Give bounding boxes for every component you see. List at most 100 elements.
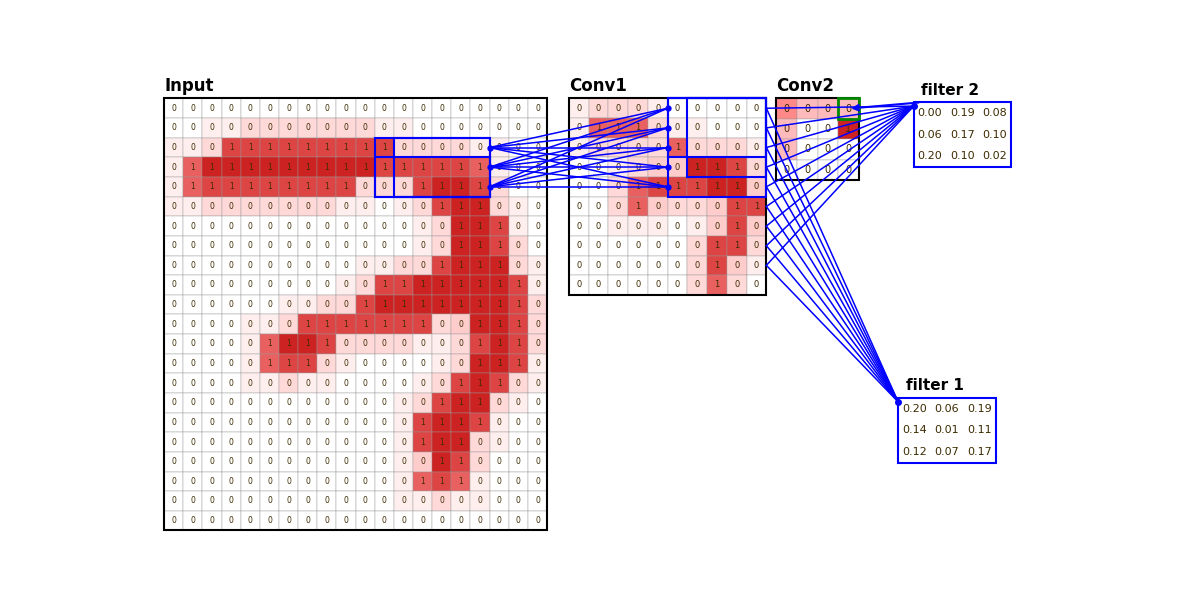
Bar xyxy=(337,177,356,197)
Text: 0: 0 xyxy=(325,418,329,427)
Bar xyxy=(260,314,279,334)
Text: 1: 1 xyxy=(401,280,406,290)
Bar xyxy=(508,472,528,491)
Bar xyxy=(648,118,667,138)
Bar xyxy=(451,177,470,197)
Bar xyxy=(260,472,279,491)
Bar xyxy=(797,139,817,160)
Bar xyxy=(688,236,707,255)
Text: 0: 0 xyxy=(172,379,177,387)
Bar xyxy=(489,275,508,295)
Text: 0: 0 xyxy=(804,145,810,154)
Text: 1: 1 xyxy=(440,182,445,191)
Bar xyxy=(508,98,528,118)
Bar xyxy=(569,197,589,216)
Bar xyxy=(221,393,240,413)
Bar xyxy=(433,393,451,413)
Bar xyxy=(413,295,433,314)
Bar xyxy=(337,472,356,491)
Bar xyxy=(375,432,394,452)
Bar xyxy=(165,98,547,530)
Text: 0: 0 xyxy=(267,261,272,270)
Bar xyxy=(451,373,470,393)
Text: 1: 1 xyxy=(440,457,445,466)
Text: 0: 0 xyxy=(209,379,214,387)
Bar xyxy=(648,157,667,177)
Text: 1: 1 xyxy=(421,280,426,290)
Bar xyxy=(667,255,688,275)
Bar xyxy=(298,452,317,472)
Bar xyxy=(413,334,433,354)
Text: 0: 0 xyxy=(636,162,641,172)
Text: 0: 0 xyxy=(439,143,445,152)
Text: 0: 0 xyxy=(267,300,272,309)
Text: 0: 0 xyxy=(325,300,329,309)
Text: 0: 0 xyxy=(248,280,252,290)
Bar xyxy=(451,255,470,275)
Bar xyxy=(337,236,356,255)
Bar xyxy=(776,98,797,119)
Bar xyxy=(240,236,260,255)
Bar xyxy=(528,373,547,393)
Bar xyxy=(337,295,356,314)
Bar xyxy=(608,236,627,255)
Text: 0: 0 xyxy=(695,104,700,113)
Bar xyxy=(528,334,547,354)
Text: 0: 0 xyxy=(401,359,406,368)
Text: 1: 1 xyxy=(344,143,349,152)
Text: 1: 1 xyxy=(228,143,233,152)
Bar xyxy=(337,452,356,472)
Text: 0: 0 xyxy=(344,437,349,446)
Bar xyxy=(317,413,337,432)
Bar xyxy=(184,138,202,157)
Text: 0: 0 xyxy=(363,241,368,250)
Bar xyxy=(202,472,221,491)
Bar xyxy=(433,157,451,177)
Text: 0: 0 xyxy=(516,202,520,211)
Text: 0: 0 xyxy=(421,496,426,506)
Text: 1: 1 xyxy=(344,182,349,191)
Bar xyxy=(260,334,279,354)
Bar xyxy=(202,511,221,530)
Bar xyxy=(317,138,337,157)
Bar xyxy=(451,216,470,236)
Bar xyxy=(667,157,688,177)
Bar xyxy=(202,236,221,255)
Text: 0: 0 xyxy=(535,280,540,290)
Text: 0: 0 xyxy=(190,379,196,387)
Text: 0: 0 xyxy=(576,241,582,250)
Bar xyxy=(608,275,627,295)
Bar xyxy=(279,177,298,197)
Text: 0: 0 xyxy=(695,124,700,132)
Bar xyxy=(394,373,413,393)
Bar xyxy=(202,197,221,216)
Bar xyxy=(202,452,221,472)
Text: 0: 0 xyxy=(576,182,582,191)
Bar xyxy=(356,452,375,472)
Text: 1: 1 xyxy=(714,162,720,172)
Bar xyxy=(648,197,667,216)
Bar xyxy=(508,413,528,432)
Text: 0: 0 xyxy=(596,202,601,211)
Bar xyxy=(260,118,279,138)
Bar xyxy=(165,255,184,275)
Text: 0: 0 xyxy=(172,162,177,172)
Bar xyxy=(202,393,221,413)
Text: 1: 1 xyxy=(382,143,387,152)
Bar xyxy=(470,511,489,530)
Text: 0: 0 xyxy=(516,437,520,446)
Text: 0: 0 xyxy=(344,202,349,211)
Bar xyxy=(413,373,433,393)
Bar xyxy=(279,216,298,236)
Bar xyxy=(707,138,727,157)
Text: 0: 0 xyxy=(248,202,252,211)
Text: 1: 1 xyxy=(477,241,482,250)
Text: 0: 0 xyxy=(190,261,196,270)
Text: 1: 1 xyxy=(325,162,329,172)
Text: 1: 1 xyxy=(286,359,291,368)
Bar xyxy=(413,157,433,177)
Bar xyxy=(202,157,221,177)
Text: 0: 0 xyxy=(248,124,252,132)
Text: 0: 0 xyxy=(363,280,368,290)
Bar xyxy=(817,139,838,160)
